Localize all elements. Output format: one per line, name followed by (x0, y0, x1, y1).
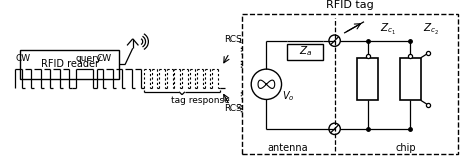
Text: $V_o$: $V_o$ (283, 89, 295, 103)
Text: $Z_{c_1}$: $Z_{c_1}$ (380, 22, 396, 37)
Text: RFID tag: RFID tag (326, 0, 374, 10)
Text: tag response: tag response (171, 96, 229, 105)
Text: 1: 1 (237, 39, 241, 45)
Text: CW: CW (97, 54, 112, 64)
Text: query: query (76, 54, 102, 64)
Bar (20, 50, 119, 79)
Text: 2: 2 (237, 104, 241, 110)
Text: $Z_a$: $Z_a$ (299, 45, 312, 58)
Text: antenna: antenna (268, 143, 309, 152)
Text: CW: CW (15, 54, 30, 64)
Bar (287, 44, 323, 60)
Bar (400, 58, 421, 100)
Bar (357, 58, 378, 100)
Text: RCS: RCS (224, 104, 241, 113)
Text: RCS: RCS (224, 35, 241, 45)
Text: chip: chip (395, 143, 416, 152)
Text: RFID reader: RFID reader (41, 59, 99, 69)
Text: $Z_{c_2}$: $Z_{c_2}$ (423, 22, 439, 37)
Bar (242, 14, 458, 154)
